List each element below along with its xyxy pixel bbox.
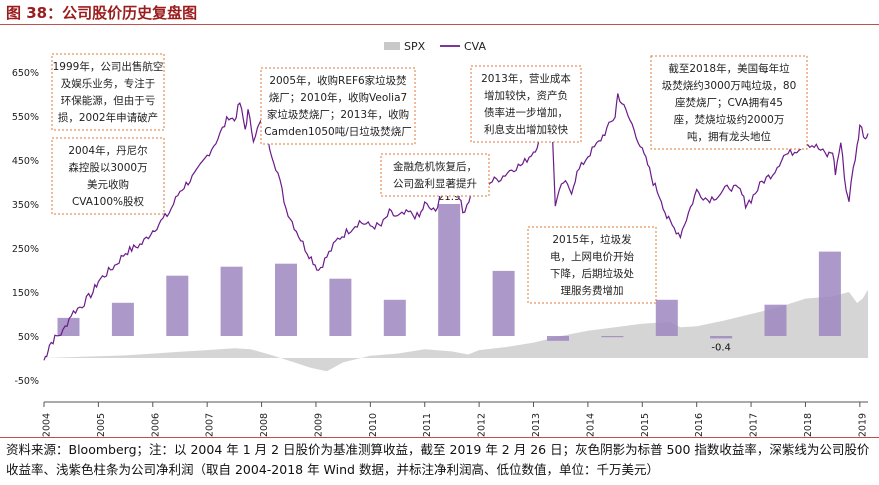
annotation-text: 座，焚烧垃圾约2000万	[674, 113, 785, 126]
profit-bar	[329, 278, 352, 336]
annotation-text: 电，上网电价开始	[550, 250, 634, 263]
annotation-text: 公司盈利显著提升	[393, 177, 477, 190]
profit-bar	[655, 299, 678, 336]
annotation-text: 截至2018年，美国每年垃	[668, 62, 790, 75]
y-tick-label: 150%	[12, 288, 39, 299]
profit-bar	[818, 251, 841, 336]
annotation-text: 圾焚烧约3000万吨垃圾，80	[662, 79, 797, 92]
annotation-text: 理服务费增加	[561, 284, 624, 297]
profit-bar	[492, 270, 515, 336]
x-tick-label: 2005	[96, 413, 107, 437]
annotation-text: 增加较快，资产负	[484, 89, 568, 102]
x-tick-label: 2011	[422, 413, 433, 437]
annotation-text: Camden1050吨/日垃圾焚烧厂	[264, 125, 412, 138]
profit-bar	[383, 299, 406, 336]
annotation-text: CVA100%股权	[72, 195, 145, 208]
annotation-text: 损，2002年申请破产	[58, 111, 158, 124]
profit-data-label: -0.4	[711, 342, 731, 353]
cva-line	[43, 93, 869, 361]
profit-bar	[438, 204, 461, 336]
annotation-box	[51, 137, 165, 215]
y-tick-label: 350%	[12, 200, 39, 211]
spx-area-layer	[44, 289, 868, 372]
legend-label-cva: CVA	[464, 40, 487, 53]
annotation-text: 家垃圾焚烧厂；2013年，收购	[267, 108, 409, 121]
annotation-text: 环保能源，但由于亏	[61, 94, 156, 107]
x-tick-label: 2013	[531, 413, 542, 437]
annotation-text: 及娱乐业务，专注于	[61, 77, 156, 90]
profit-bar	[220, 266, 243, 336]
x-tick-label: 2012	[477, 413, 488, 437]
annotation-text: 利息支出增加较快	[484, 123, 568, 136]
annotation-text: 下降，后期垃圾处	[550, 267, 634, 280]
annotation-box	[470, 65, 582, 143]
annotation-box	[527, 226, 657, 304]
annotation-text: 美元收购	[87, 178, 129, 191]
profit-bar	[111, 302, 134, 336]
x-tick-label: 2008	[259, 413, 270, 437]
annotation-text: 森控股以3000万	[68, 161, 147, 174]
y-tick-label: 450%	[12, 156, 39, 167]
profit-bar	[166, 275, 189, 336]
profit-data-label: 21.9	[438, 192, 460, 203]
y-tick-label: 250%	[12, 244, 39, 255]
profit-bar	[275, 263, 297, 336]
legend-label-spx: SPX	[404, 40, 426, 53]
profit-bar	[764, 304, 787, 336]
annotation-text: 座焚烧厂；CVA拥有45	[675, 96, 783, 109]
x-tick-label: 2017	[749, 413, 760, 437]
y-tick-label: 50%	[18, 332, 39, 343]
y-tick-label: -50%	[14, 376, 39, 387]
x-tick-label: 2010	[368, 413, 379, 437]
x-tick-label: 2015	[640, 413, 651, 437]
annotation-text: 2005年，收购REF6家垃圾焚	[269, 74, 407, 87]
cva-line-layer	[43, 93, 869, 361]
stock-history-chart: 21.9 -0.4 650% 550% 450% 350% 250% 150% 50% -50%…	[12, 40, 869, 437]
title-rule	[0, 24, 879, 25]
x-tick-label: 2007	[205, 413, 216, 437]
profit-bar	[57, 317, 80, 336]
note-rule	[0, 437, 879, 438]
profit-bars-layer: 21.9 -0.4	[57, 192, 841, 353]
annotation-text: 债率进一步增加，	[484, 106, 568, 119]
annotation-box	[380, 153, 490, 197]
x-tick-label: 2009	[313, 413, 324, 437]
profit-bar	[547, 336, 569, 341]
figure-title: 图 38：公司股价历史复盘图	[6, 4, 198, 22]
annotation-text: 吨，拥有龙头地位	[687, 130, 771, 143]
annotations-layer: 1999年，公司出售航空及娱乐业务，专注于环保能源，但由于亏损，2002年申请破…	[51, 53, 808, 304]
y-tick-label: 650%	[12, 68, 39, 79]
x-tick-label: 2014	[585, 413, 596, 437]
annotation-box	[51, 53, 165, 131]
x-tick-label: 2019	[857, 413, 868, 437]
profit-bar	[710, 336, 733, 339]
annotation-text: 烧厂；2010年，收购Veolia7	[269, 91, 407, 104]
x-tick-label: 2006	[150, 413, 161, 437]
x-tick-label: 2018	[803, 413, 814, 437]
annotation-box	[260, 67, 416, 145]
axes-layer: 650% 550% 450% 350% 250% 150% 50% -50% 2004 2005 2…	[12, 68, 869, 437]
x-tick-label: 2016	[694, 413, 705, 437]
annotation-text: 2015年，垃圾发	[552, 233, 632, 246]
y-tick-label: 550%	[12, 112, 39, 123]
annotation-text: 1999年，公司出售航空	[53, 60, 164, 73]
source-note: 资料来源：Bloomberg；注：以 2004 年 1 月 2 日股价为基准测算…	[6, 442, 870, 477]
annotation-text: 金融危机恢复后，	[393, 160, 477, 173]
legend-swatch-spx	[384, 42, 400, 50]
profit-bar	[601, 336, 624, 338]
annotation-text: 2004年，丹尼尔	[68, 144, 147, 157]
legend: SPX CVA	[384, 40, 487, 53]
annotation-text: 2013年，营业成本	[481, 72, 571, 85]
annotation-box	[650, 55, 808, 150]
x-tick-label: 2004	[42, 413, 53, 437]
spx-area	[44, 289, 868, 372]
